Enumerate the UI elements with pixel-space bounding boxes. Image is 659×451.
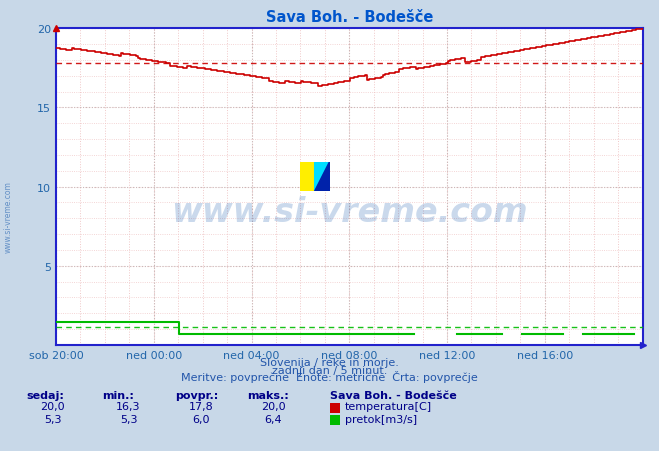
Text: www.si-vreme.com: www.si-vreme.com	[171, 196, 528, 229]
Text: sedaj:: sedaj:	[26, 390, 64, 400]
Text: Meritve: povprečne  Enote: metrične  Črta: povprečje: Meritve: povprečne Enote: metrične Črta:…	[181, 371, 478, 382]
Text: 20,0: 20,0	[261, 401, 286, 411]
Text: 17,8: 17,8	[188, 401, 214, 411]
Text: temperatura[C]: temperatura[C]	[345, 401, 432, 411]
Text: Slovenija / reke in morje.: Slovenija / reke in morje.	[260, 357, 399, 367]
Text: pretok[m3/s]: pretok[m3/s]	[345, 414, 416, 423]
Text: 6,0: 6,0	[192, 414, 210, 423]
Title: Sava Boh. - Bodešče: Sava Boh. - Bodešče	[266, 10, 433, 25]
Text: www.si-vreme.com: www.si-vreme.com	[3, 180, 13, 253]
Text: min.:: min.:	[102, 390, 134, 400]
Polygon shape	[315, 162, 330, 192]
Text: Sava Boh. - Bodešče: Sava Boh. - Bodešče	[330, 390, 456, 400]
Text: 5,3: 5,3	[44, 414, 61, 423]
Text: 16,3: 16,3	[116, 401, 141, 411]
Polygon shape	[315, 162, 330, 192]
Polygon shape	[300, 162, 315, 192]
Text: povpr.:: povpr.:	[175, 390, 218, 400]
Text: maks.:: maks.:	[247, 390, 289, 400]
Text: 6,4: 6,4	[265, 414, 282, 423]
Text: 5,3: 5,3	[120, 414, 137, 423]
Text: zadnji dan / 5 minut.: zadnji dan / 5 minut.	[272, 365, 387, 375]
Text: 20,0: 20,0	[40, 401, 65, 411]
